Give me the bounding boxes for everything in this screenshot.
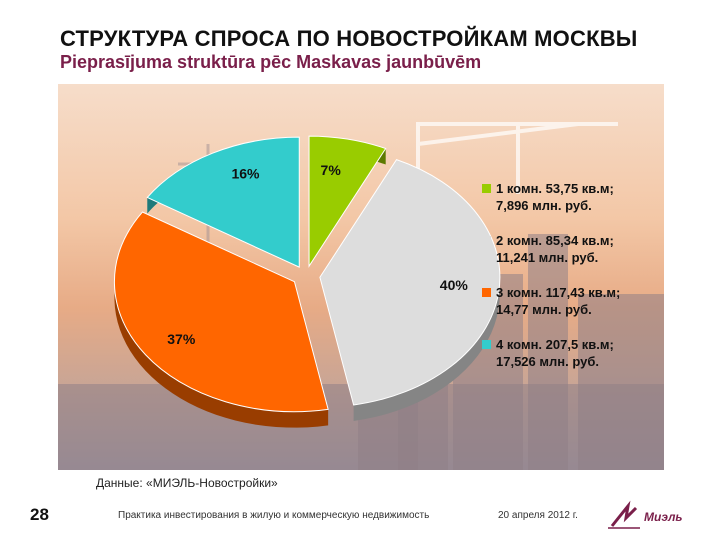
legend-swatch — [482, 184, 491, 193]
data-source: Данные: «МИЭЛЬ-Новостройки» — [96, 476, 278, 490]
legend-swatch — [482, 236, 491, 245]
legend-label: 1 комн. 53,75 кв.м; — [496, 181, 614, 196]
slide-title: СТРУКТУРА СПРОСА ПО НОВОСТРОЙКАМ МОСКВЫ — [60, 26, 638, 51]
footer-date: 20 апреля 2012 г. — [498, 510, 578, 521]
legend-label: 11,241 млн. руб. — [496, 250, 598, 265]
legend-label: 2 комн. 85,34 кв.м; — [496, 233, 614, 248]
pie-chart: 7% 40% 37% 16% 1 комн. 53,75 кв.м; 7,896 млн.… — [113, 135, 620, 428]
legend-swatch — [482, 288, 491, 297]
pie-data-label: 16% — [231, 165, 260, 181]
pie-slice — [308, 135, 387, 268]
legend-label: 4 комн. 207,5 кв.м; — [496, 337, 614, 352]
footer — [0, 494, 720, 540]
pie-slice — [146, 136, 300, 268]
chart-area: 7% 40% 37% 16% 1 комн. 53,75 кв.м; 7,896 млн.… — [58, 84, 664, 470]
pie-data-label: 40% — [440, 277, 469, 293]
legend-swatch — [482, 340, 491, 349]
legend-label: 3 комн. 117,43 кв.м; — [496, 285, 620, 300]
pie-data-label: 37% — [167, 331, 196, 347]
legend-label: 14,77 млн. руб. — [496, 302, 592, 317]
slide-subtitle: Pieprasījuma struktūra pēc Maskavas jaun… — [60, 52, 482, 72]
legend-label: 7,896 млн. руб. — [496, 198, 592, 213]
company-logo-icon — [608, 500, 640, 529]
legend-label: 17,526 млн. руб. — [496, 354, 599, 369]
footer-text: Практика инвестирования в жилую и коммер… — [118, 510, 430, 521]
company-logo-text: Миэль — [644, 510, 683, 524]
pie-slice — [319, 159, 501, 406]
page-number: 28 — [30, 505, 49, 524]
pie-data-label: 7% — [321, 162, 342, 178]
pie-slice — [113, 211, 329, 413]
